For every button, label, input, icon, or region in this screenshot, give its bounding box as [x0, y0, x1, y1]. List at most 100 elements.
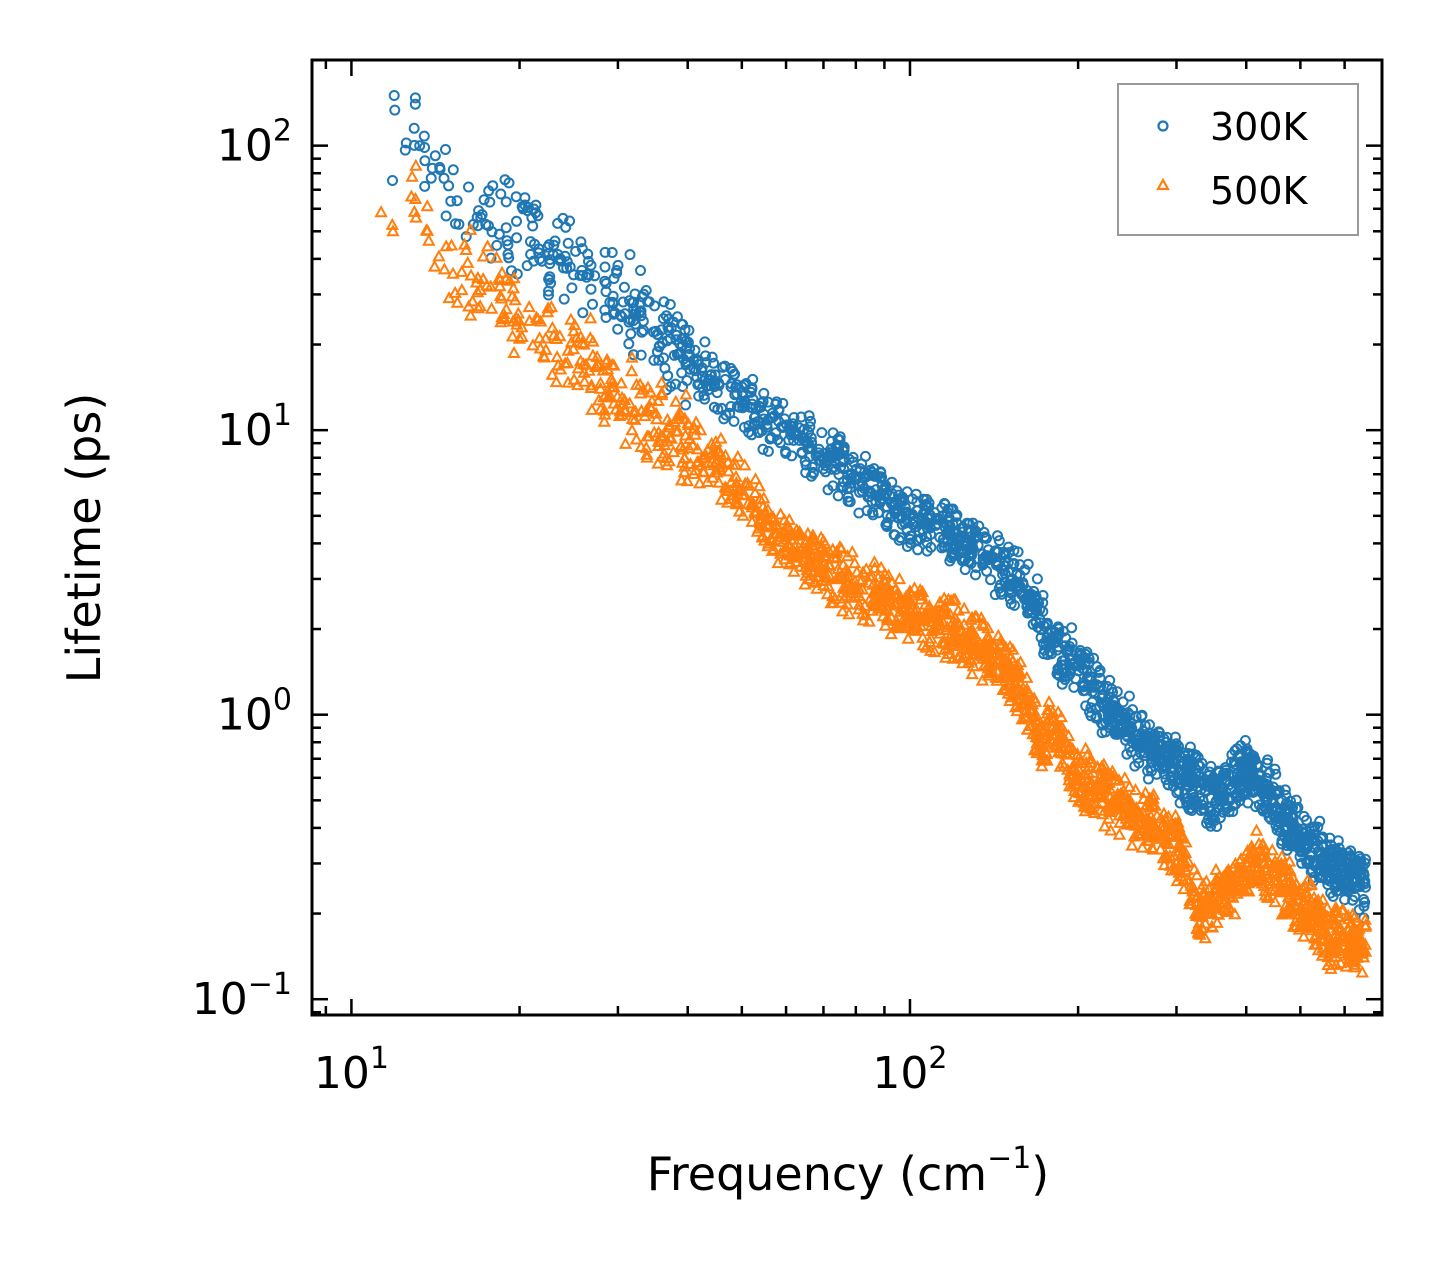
data-point-500K — [455, 264, 469, 277]
data-point-300K — [1178, 757, 1190, 768]
data-point-500K — [903, 584, 917, 597]
data-point-300K — [1207, 813, 1219, 824]
data-point-500K — [850, 565, 864, 578]
data-point-500K — [738, 458, 752, 471]
data-point-500K — [1040, 735, 1055, 748]
data-point-500K — [878, 618, 893, 631]
data-point-500K — [1071, 761, 1085, 774]
data-point-300K — [985, 574, 997, 586]
data-point-500K — [1198, 931, 1212, 944]
data-point-500K — [1207, 893, 1221, 906]
data-point-500K — [973, 636, 987, 649]
data-point-500K — [1268, 895, 1282, 908]
data-point-500K — [827, 550, 841, 563]
data-point-500K — [1265, 843, 1279, 856]
data-point-500K — [669, 394, 683, 407]
data-point-300K — [803, 426, 814, 438]
data-point-300K — [1331, 877, 1342, 888]
data-point-300K — [568, 269, 580, 281]
data-point-500K — [1243, 870, 1257, 883]
data-point-500K — [753, 516, 767, 529]
data-point-300K — [1301, 858, 1313, 870]
data-point-300K — [1324, 875, 1336, 887]
data-point-500K — [1181, 854, 1195, 867]
data-point-300K — [1270, 768, 1282, 780]
data-point-300K — [1165, 770, 1177, 782]
data-point-500K — [820, 587, 835, 600]
data-point-500K — [493, 272, 507, 285]
data-point-300K — [921, 545, 933, 557]
data-point-500K — [671, 408, 685, 421]
data-point-300K — [528, 255, 540, 267]
data-point-500K — [655, 388, 669, 401]
data-point-300K — [756, 425, 768, 437]
data-point-500K — [502, 273, 517, 286]
data-point-300K — [1332, 835, 1344, 847]
data-point-500K — [1341, 931, 1356, 944]
data-point-300K — [635, 349, 647, 361]
data-point-500K — [1095, 759, 1109, 772]
data-point-300K — [677, 381, 689, 392]
data-point-300K — [762, 445, 774, 457]
data-point-300K — [628, 296, 640, 308]
data-point-500K — [444, 238, 459, 251]
data-point-500K — [943, 607, 957, 620]
data-point-300K — [997, 569, 1009, 580]
data-point-500K — [878, 603, 893, 616]
data-point-500K — [1250, 861, 1265, 874]
data-point-300K — [774, 437, 786, 449]
data-point-500K — [408, 191, 423, 204]
data-point-500K — [884, 627, 898, 640]
data-point-500K — [1226, 890, 1240, 903]
data-point-300K — [1275, 811, 1287, 823]
data-point-500K — [515, 329, 529, 342]
data-point-300K — [1345, 845, 1357, 857]
data-point-300K — [1243, 753, 1255, 765]
data-point-300K — [495, 188, 507, 200]
data-point-300K — [671, 349, 683, 360]
data-point-300K — [1192, 751, 1204, 763]
data-point-300K — [648, 354, 660, 366]
data-point-500K — [1011, 670, 1026, 683]
data-point-500K — [628, 412, 642, 425]
data-point-500K — [909, 617, 924, 630]
data-point-300K — [981, 565, 993, 577]
data-point-500K — [1146, 842, 1160, 855]
data-point-500K — [1171, 818, 1185, 831]
data-point-500K — [867, 586, 881, 599]
data-point-500K — [489, 250, 504, 263]
data-point-300K — [525, 236, 536, 248]
data-point-300K — [1142, 765, 1154, 777]
data-point-500K — [961, 655, 976, 668]
data-point-300K — [717, 361, 729, 373]
data-point-300K — [729, 368, 741, 380]
data-point-300K — [1121, 748, 1133, 760]
data-point-500K — [974, 611, 988, 624]
data-point-300K — [708, 357, 720, 369]
data-point-500K — [1311, 943, 1326, 956]
data-point-300K — [658, 296, 670, 308]
data-point-500K — [1095, 795, 1109, 808]
data-point-500K — [821, 579, 835, 592]
data-point-500K — [993, 646, 1007, 659]
data-point-300K — [1133, 757, 1145, 769]
data-point-500K — [916, 638, 930, 651]
data-point-300K — [1164, 754, 1175, 766]
data-point-500K — [1346, 907, 1360, 920]
data-point-300K — [1021, 592, 1033, 604]
data-point-500K — [625, 423, 639, 436]
data-point-300K — [1258, 785, 1270, 797]
data-point-300K — [689, 344, 701, 356]
data-point-300K — [576, 243, 588, 255]
data-point-300K — [1110, 726, 1122, 738]
data-point-300K — [992, 530, 1003, 542]
data-point-500K — [750, 524, 765, 537]
data-point-500K — [1099, 769, 1114, 782]
data-point-300K — [798, 435, 810, 447]
data-point-500K — [1080, 783, 1095, 796]
data-point-500K — [719, 481, 733, 494]
data-point-500K — [781, 538, 796, 551]
data-point-500K — [966, 659, 981, 672]
data-point-300K — [1196, 799, 1208, 811]
data-point-300K — [1315, 859, 1327, 871]
